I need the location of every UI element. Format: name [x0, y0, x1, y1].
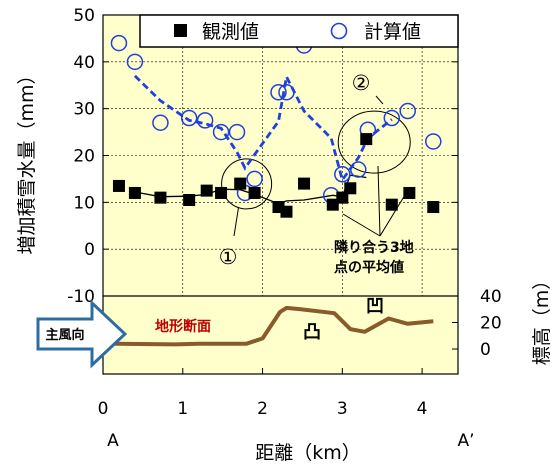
highlight-circle-2	[337, 110, 411, 174]
observed-point	[427, 201, 440, 214]
elevation-tick-label: 20	[480, 314, 502, 334]
x-axis-title: 距離（km）	[255, 442, 361, 464]
average-note-pointer	[377, 165, 381, 237]
observed-point	[403, 186, 416, 199]
terrain-profile-line	[114, 305, 434, 347]
wind-arrow-shape	[36, 299, 128, 369]
computed-point	[228, 123, 246, 141]
computed-point	[334, 165, 351, 183]
computed-point	[212, 123, 230, 141]
highlight-circle-2-label: ②	[352, 71, 371, 95]
y-tick-label: 0	[84, 240, 95, 260]
observed-point	[128, 186, 141, 199]
legend: 観測値 計算値	[139, 14, 459, 48]
x-tick-label: 1	[177, 399, 188, 419]
observed-point	[344, 182, 357, 195]
y-axis-title: 増加積雪水量（mm）	[16, 65, 38, 254]
computed-point	[196, 112, 214, 129]
computed-point	[110, 34, 128, 52]
observed-point	[298, 177, 311, 190]
highlight-circle-2-leader	[375, 95, 384, 105]
legend-computed-label: 計算値	[364, 21, 421, 43]
computed-point	[126, 53, 144, 71]
observed-point	[360, 133, 373, 146]
computed-point	[383, 109, 401, 127]
y-tick-label: 50	[73, 6, 95, 26]
y-tick-label: 30	[73, 100, 95, 120]
x-axis-start-label: A	[107, 431, 119, 451]
average-note-pointer	[379, 189, 409, 237]
computed-point	[180, 109, 198, 127]
highlight-circle-1-label: ①	[219, 245, 238, 269]
elevation-tick-label: 0	[480, 340, 491, 360]
observed-point	[280, 205, 293, 218]
observed-point	[326, 198, 339, 211]
computed-point	[350, 161, 367, 178]
observed-point	[112, 179, 125, 192]
observed-point	[385, 198, 398, 211]
observed-point	[154, 191, 167, 204]
legend-observed-label: 観測値	[202, 21, 259, 43]
legend-observed-marker	[174, 24, 187, 37]
computed-point	[152, 114, 169, 131]
y-tick-label: 40	[73, 53, 95, 73]
bottom-plot-background	[103, 296, 458, 374]
x-tick-label: 3	[337, 399, 348, 419]
computed-point	[278, 84, 295, 101]
computed-point	[425, 133, 442, 150]
wind-arrow: 主風向	[36, 299, 128, 369]
axis-labels: -10 0 10 20 30 40 50 0 20 40 0 1 2 3 4 距離（km） A A’ 増加積雪水量（…	[16, 6, 553, 464]
observed-point	[248, 186, 261, 199]
highlight-circle-1	[221, 158, 273, 210]
x-tick-label: 0	[98, 399, 109, 419]
computed-point	[270, 84, 287, 101]
observed-point	[215, 186, 228, 199]
observed-point	[183, 193, 196, 206]
x-tick-label: 2	[257, 399, 268, 419]
computed-point	[399, 102, 416, 120]
average-note-pointer	[342, 213, 381, 237]
elevation-tick-label: 40	[480, 287, 502, 307]
y-tick-label: 10	[73, 193, 95, 213]
observed-point	[336, 191, 349, 204]
average-note-line-2: 点の平均値	[334, 259, 404, 276]
series-layer	[110, 34, 442, 347]
y-tick-label: -10	[67, 287, 95, 307]
average-note-line-1: 隣り合う3地	[334, 239, 414, 256]
wind-label: 主風向	[45, 327, 84, 343]
observed-point	[234, 177, 247, 190]
computed-point	[246, 170, 263, 188]
terrain-label: 地形断面	[155, 318, 211, 335]
legend-box	[139, 14, 459, 48]
highlight-circle-1-leader	[233, 206, 240, 237]
elevation-axis-title: 標高（m）	[531, 271, 553, 366]
y-tick-label: 20	[73, 147, 95, 167]
convex-label: 凸	[303, 322, 321, 343]
observed-point	[200, 184, 213, 197]
concave-label: 凹	[366, 296, 384, 317]
x-tick-label: 4	[417, 399, 428, 419]
legend-computed-marker	[330, 22, 348, 40]
x-axis-end-label: A’	[457, 431, 474, 451]
